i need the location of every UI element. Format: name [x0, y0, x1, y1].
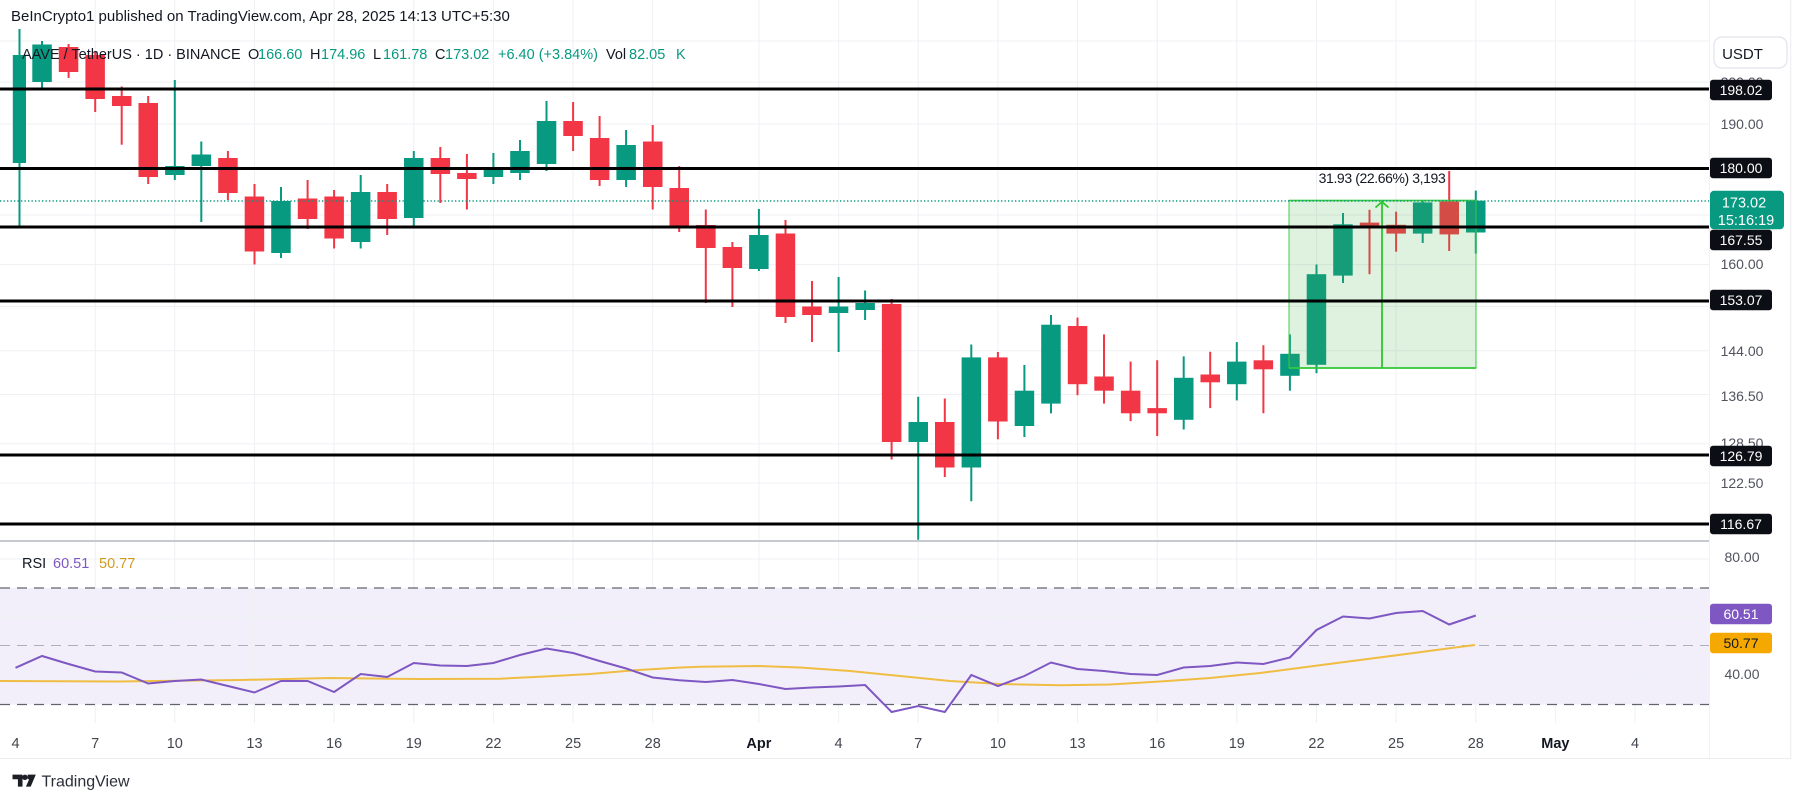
svg-text:174.96: 174.96 — [321, 47, 365, 63]
svg-text:173.02: 173.02 — [445, 47, 489, 63]
svg-text:126.79: 126.79 — [1720, 448, 1763, 464]
svg-text:40.00: 40.00 — [1724, 666, 1759, 682]
svg-text:16: 16 — [326, 736, 342, 752]
svg-text:19: 19 — [406, 736, 422, 752]
svg-text:19: 19 — [1229, 736, 1245, 752]
svg-text:7: 7 — [914, 736, 922, 752]
svg-text:116.67: 116.67 — [1720, 516, 1762, 532]
svg-text:16: 16 — [1149, 736, 1165, 752]
svg-text:Vol: Vol — [606, 47, 626, 63]
svg-text:50.77: 50.77 — [1723, 635, 1758, 651]
svg-text:160.00: 160.00 — [1721, 256, 1764, 272]
svg-text:190.00: 190.00 — [1721, 116, 1764, 132]
svg-text:AAVE / TetherUS · 1D · BINANCE: AAVE / TetherUS · 1D · BINANCE — [22, 47, 241, 63]
svg-text:173.02: 173.02 — [1722, 196, 1766, 212]
svg-text:136.50: 136.50 — [1721, 388, 1764, 404]
svg-text:153.07: 153.07 — [1720, 292, 1763, 308]
svg-text:BeInCrypto1 published on Tradi: BeInCrypto1 published on TradingView.com… — [11, 8, 510, 25]
svg-text:22: 22 — [485, 736, 501, 752]
svg-text:25: 25 — [565, 736, 581, 752]
svg-text:C: C — [435, 47, 445, 63]
svg-text:60.51: 60.51 — [1723, 606, 1758, 622]
svg-text:13: 13 — [1069, 736, 1085, 752]
svg-text:161.78: 161.78 — [383, 47, 427, 63]
svg-text:28: 28 — [1468, 736, 1484, 752]
svg-text:22: 22 — [1308, 736, 1324, 752]
svg-text:K: K — [676, 47, 686, 63]
svg-text:15:16:19: 15:16:19 — [1718, 213, 1774, 229]
svg-text:H: H — [310, 47, 320, 63]
svg-text:4: 4 — [1631, 736, 1639, 752]
svg-text:7: 7 — [91, 736, 99, 752]
svg-text:50.77: 50.77 — [99, 556, 135, 572]
svg-text:25: 25 — [1388, 736, 1404, 752]
svg-text:+6.40 (+3.84%): +6.40 (+3.84%) — [498, 47, 598, 63]
svg-text:82.05: 82.05 — [629, 47, 665, 63]
svg-text:60.51: 60.51 — [53, 556, 89, 572]
svg-text:May: May — [1541, 736, 1569, 752]
svg-text:10: 10 — [990, 736, 1006, 752]
svg-text:198.02: 198.02 — [1720, 82, 1763, 98]
svg-text:167.55: 167.55 — [1720, 232, 1763, 248]
svg-text:122.50: 122.50 — [1721, 475, 1764, 491]
svg-text:USDT: USDT — [1722, 46, 1763, 63]
svg-text:4: 4 — [11, 736, 19, 752]
svg-text:28: 28 — [645, 736, 661, 752]
svg-text:10: 10 — [167, 736, 183, 752]
svg-text:O: O — [248, 47, 259, 63]
svg-text:Apr: Apr — [746, 736, 771, 752]
svg-text:RSI: RSI — [22, 556, 46, 572]
svg-text:4: 4 — [835, 736, 843, 752]
svg-text:31.93 (22.66%) 3,193: 31.93 (22.66%) 3,193 — [1319, 170, 1446, 186]
svg-text:180.00: 180.00 — [1720, 160, 1763, 176]
svg-text:13: 13 — [246, 736, 262, 752]
svg-text:L: L — [373, 47, 381, 63]
svg-text:144.00: 144.00 — [1721, 343, 1764, 359]
svg-text:80.00: 80.00 — [1724, 549, 1759, 565]
svg-text:166.60: 166.60 — [258, 47, 302, 63]
svg-text:TradingView: TradingView — [42, 774, 130, 791]
